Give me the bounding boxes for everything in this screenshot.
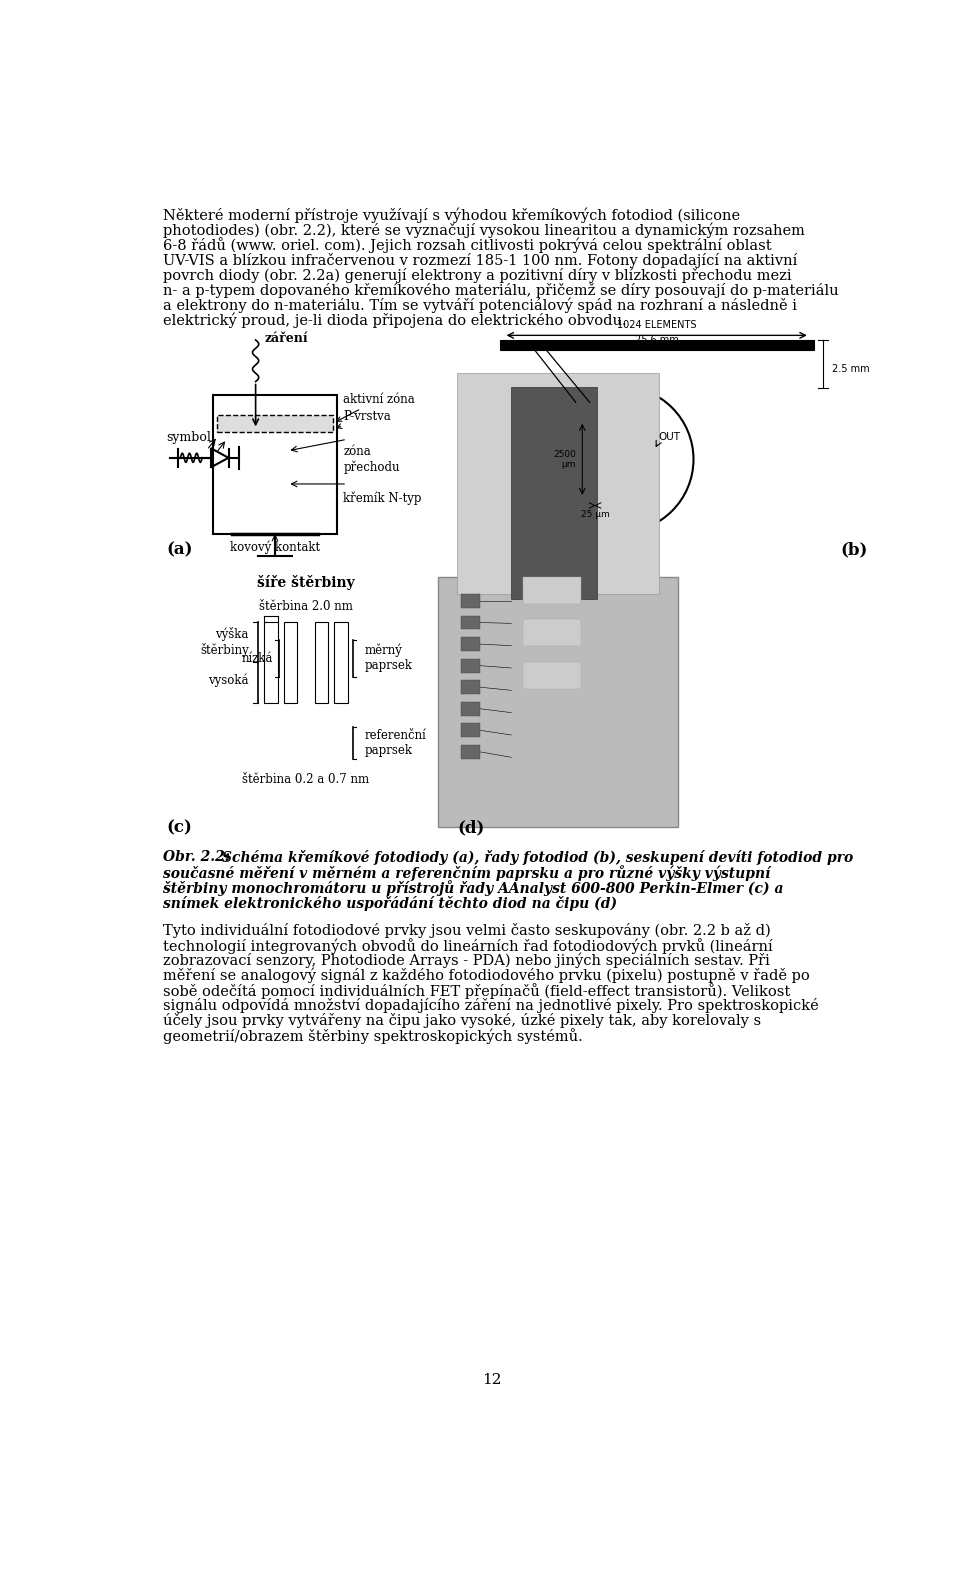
Text: elektrický proud, je-li dioda připojena do elektrického obvodu.: elektrický proud, je-li dioda připojena … xyxy=(162,312,626,328)
Text: současné měření v měrném a referenčním paprsku a pro různé výšky výstupní: současné měření v měrném a referenčním p… xyxy=(162,865,770,882)
Bar xyxy=(283,621,298,703)
Bar xyxy=(461,659,480,673)
Text: Obr. 2.2:: Obr. 2.2: xyxy=(162,850,229,863)
Bar xyxy=(461,723,480,737)
Bar xyxy=(461,701,480,715)
Text: křemík N-typ: křemík N-typ xyxy=(344,491,421,505)
Text: vysoká: vysoká xyxy=(208,673,249,687)
Bar xyxy=(500,340,814,350)
Bar xyxy=(616,420,623,497)
Text: účely jsou prvky vytvářeny na čipu jako vysoké, úzké pixely tak, aby korelovaly : účely jsou prvky vytvářeny na čipu jako … xyxy=(162,1014,760,1028)
Text: Některé moderní přístroje využívají s výhodou křemíkových fotodiod (silicone: Některé moderní přístroje využívají s vý… xyxy=(162,207,740,223)
Text: štěrbina 2.0 nm: štěrbina 2.0 nm xyxy=(259,601,353,613)
Text: 12: 12 xyxy=(482,1373,502,1387)
Text: photodiodes) (obr. 2.2), které se vyznačují vysokou linearitou a dynamickým rozs: photodiodes) (obr. 2.2), které se vyznač… xyxy=(162,223,804,238)
Bar xyxy=(461,595,480,607)
Text: 1024 ELEMENTS: 1024 ELEMENTS xyxy=(617,320,696,329)
Text: (a): (a) xyxy=(166,541,193,559)
Text: 25 μm: 25 μm xyxy=(581,510,610,519)
Bar xyxy=(438,577,678,827)
Text: UV-VIS a blízkou infračervenou v rozmezí 185-1 100 nm. Fotony dopadající na akti: UV-VIS a blízkou infračervenou v rozmezí… xyxy=(162,253,797,268)
Bar xyxy=(264,621,278,703)
Bar xyxy=(461,637,480,651)
Text: Tyto individuální fotodiodové prvky jsou velmi často seskupovány (obr. 2.2 b až : Tyto individuální fotodiodové prvky jsou… xyxy=(162,923,770,938)
Text: štěrbina 0.2 a 0.7 nm: štěrbina 0.2 a 0.7 nm xyxy=(243,772,370,786)
Bar xyxy=(217,414,333,431)
Text: Schéma křemíkové fotodiody (a), řady fotodiod (b), seskupení devíti fotodiod pro: Schéma křemíkové fotodiody (a), řady fot… xyxy=(223,850,853,865)
Circle shape xyxy=(546,386,693,532)
Text: štěrbiny monochromátoru u přístrojů řady AAnalyst 600-800 Perkin-Elmer (c) a: štěrbiny monochromátoru u přístrojů řady… xyxy=(162,880,783,896)
Text: signálu odpovídá množství dopadajícího záření na jednotlivé pixely. Pro spektros: signálu odpovídá množství dopadajícího z… xyxy=(162,998,818,1014)
Bar xyxy=(334,621,348,703)
Bar xyxy=(457,373,659,595)
Bar xyxy=(629,420,636,497)
Bar xyxy=(213,395,337,533)
Text: referenční
paprsek: referenční paprsek xyxy=(365,730,426,756)
Text: 25.6 mm: 25.6 mm xyxy=(635,336,679,345)
Text: nízká: nízká xyxy=(241,651,273,665)
Text: kovový kontakt: kovový kontakt xyxy=(230,540,320,554)
Text: záření: záření xyxy=(265,333,308,345)
Text: P-vrstva: P-vrstva xyxy=(337,410,391,428)
Text: šíře štěrbiny: šíře štěrbiny xyxy=(257,574,355,590)
Text: (c): (c) xyxy=(166,819,192,836)
Text: (d): (d) xyxy=(457,819,485,836)
Bar xyxy=(641,420,648,497)
Bar xyxy=(461,615,480,629)
Text: 2.5 mm: 2.5 mm xyxy=(832,364,870,375)
Text: povrch diody (obr. 2.2a) generují elektrony a pozitivní díry v blízkosti přechod: povrch diody (obr. 2.2a) generují elektr… xyxy=(162,268,791,282)
Text: 2500
μm: 2500 μm xyxy=(553,450,576,469)
Text: zóna
přechodu: zóna přechodu xyxy=(344,446,399,474)
Text: OUT: OUT xyxy=(659,433,681,442)
Text: n- a p-typem dopovaného křemíkového materiálu, přičemž se díry posouvají do p-ma: n- a p-typem dopovaného křemíkového mate… xyxy=(162,282,838,298)
Bar xyxy=(523,620,581,646)
Bar xyxy=(523,662,581,689)
Bar xyxy=(461,745,480,759)
Text: technologií integrovaných obvodů do lineárních řad fotodiodových prvků (lineární: technologií integrovaných obvodů do line… xyxy=(162,938,773,954)
Text: zobrazovací senzory, Photodiode Arrays - PDA) nebo jiných speciálních sestav. Př: zobrazovací senzory, Photodiode Arrays -… xyxy=(162,952,770,968)
Bar xyxy=(315,621,328,703)
Bar xyxy=(461,681,480,693)
Text: měření se analogový signál z každého fotodiodového prvku (pixelu) postupně v řad: měření se analogový signál z každého fot… xyxy=(162,968,809,984)
Text: aktivní zóna: aktivní zóna xyxy=(337,392,415,420)
Text: sobě odečítá pomocí individuálních FET přepínačů (field-effect transistorů). Vel: sobě odečítá pomocí individuálních FET p… xyxy=(162,982,790,999)
Text: geometrií/obrazem štěrbiny spektroskopických systémů.: geometrií/obrazem štěrbiny spektroskopic… xyxy=(162,1028,583,1043)
Bar xyxy=(591,420,599,497)
Bar xyxy=(604,420,611,497)
Text: výška
štěrbiny: výška štěrbiny xyxy=(200,628,249,657)
Text: symbol: symbol xyxy=(166,431,211,444)
Text: snímek elektronického uspořádání těchto diod na čipu (d): snímek elektronického uspořádání těchto … xyxy=(162,896,616,912)
Text: 6-8 řádů (www. oriel. com). Jejich rozsah citlivosti pokrývá celou spektrální ob: 6-8 řádů (www. oriel. com). Jejich rozsa… xyxy=(162,237,771,254)
Bar xyxy=(512,388,596,599)
Text: měrný
paprsek: měrný paprsek xyxy=(365,643,413,672)
Bar xyxy=(523,577,581,604)
Text: a elektrony do n-materiálu. Tím se vytváří potenciálový spád na rozhraní a násle: a elektrony do n-materiálu. Tím se vytvá… xyxy=(162,298,797,314)
Text: (b): (b) xyxy=(841,541,868,559)
